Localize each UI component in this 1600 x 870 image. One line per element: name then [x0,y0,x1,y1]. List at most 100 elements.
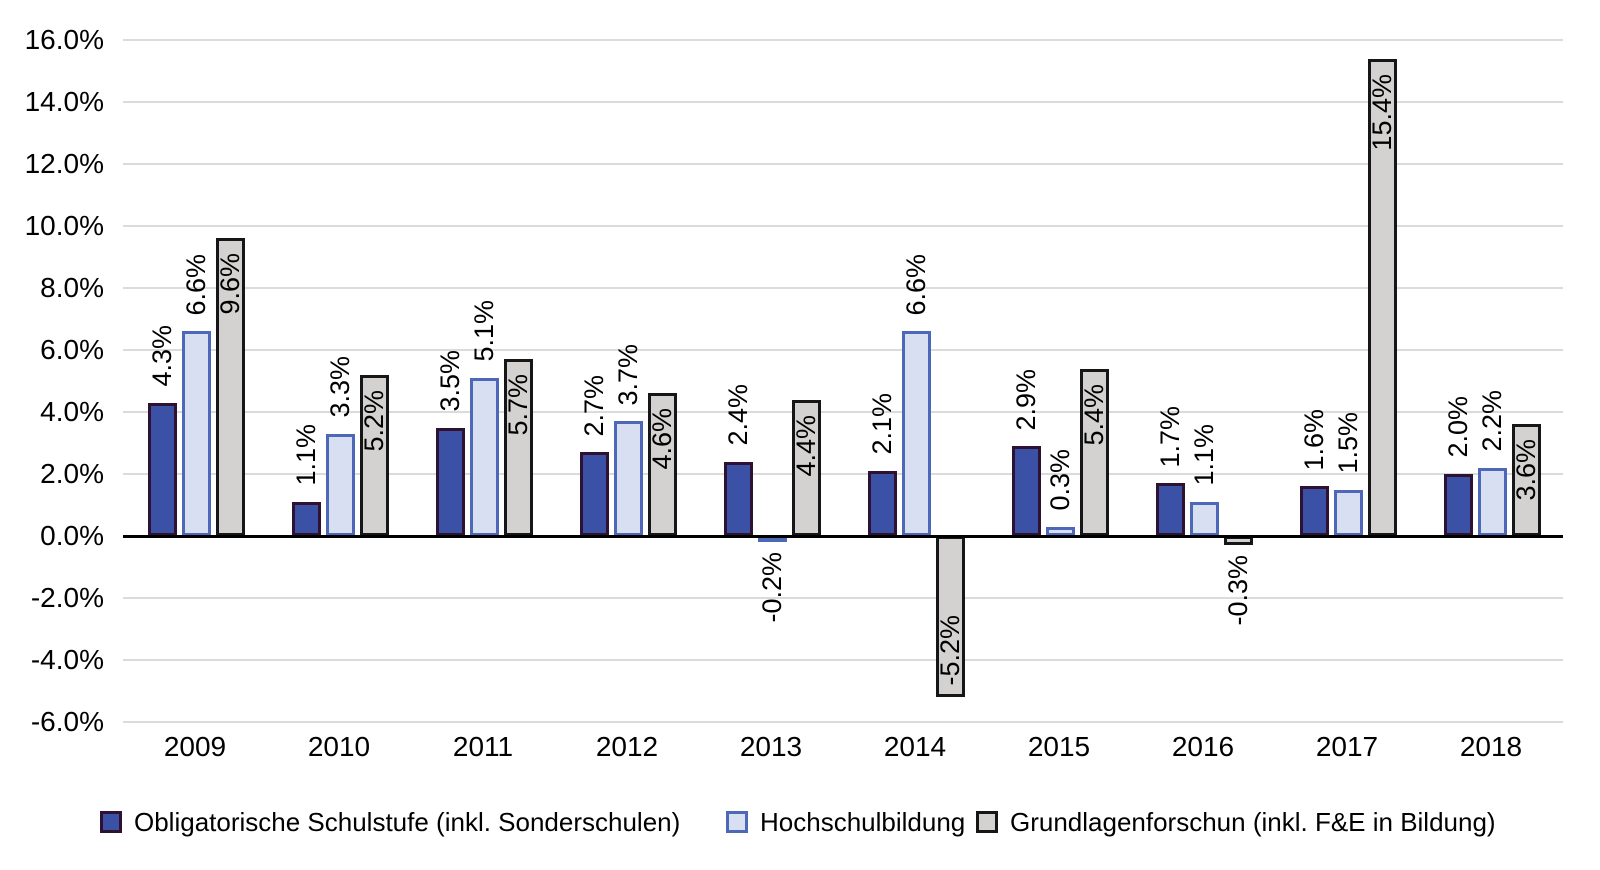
legend-swatch-grundlagenforschung [976,811,998,833]
value-label-2015-series1: 0.3% [1045,449,1075,511]
gridline [123,163,1563,165]
x-tick-label: 2011 [452,731,514,762]
value-label-2010-series2: 5.2% [359,389,389,452]
bar-2015-series1 [1046,526,1075,536]
bar-2014-series2 [936,536,965,698]
bar-2009-series2 [216,238,245,536]
x-axis-line [123,535,1563,538]
y-tick-label: 8.0% [40,272,104,303]
value-label-2017-series0: 1.6% [1299,408,1329,471]
legend-swatch-obligatorische-schulstufe [100,811,122,833]
value-label-2010-series1: 3.3% [325,356,355,418]
value-label-2018-series0: 2.0% [1443,396,1473,458]
bar-2015-series2 [1080,368,1109,536]
bar-2011-series2 [504,359,533,536]
y-tick-label: -4.0% [30,644,104,675]
bar-2012-series0 [580,452,609,536]
y-tick-label: 16.0% [24,24,104,55]
bar-2012-series2 [648,393,677,536]
legend-item-hochschulbildung: Hochschulbildung [726,804,965,840]
y-tick-label: 0.0% [40,520,104,551]
bar-2015-series0 [1012,446,1041,536]
bar-2018-series1 [1478,467,1507,536]
gridline [123,101,1563,103]
x-tick-label: 2014 [883,731,947,762]
value-label-2014-series1: 6.6% [901,253,931,316]
gridline [123,597,1563,599]
value-label-2013-series1: -0.2% [757,552,787,623]
value-label-2012-series1: 3.7% [613,343,643,406]
value-label-2011-series1: 5.1% [469,300,499,362]
x-tick-label: 2009 [163,731,227,762]
legend-label-obligatorische-schulstufe: Obligatorische Schulstufe (inkl. Sonders… [134,806,681,837]
bar-2013-series2 [792,399,821,536]
bar-2009-series1 [182,331,211,536]
y-tick-label: 12.0% [24,148,104,179]
value-label-2010-series0: 1.1% [291,424,321,486]
bar-2017-series0 [1300,486,1329,536]
gridline [123,287,1563,289]
legend-label-grundlagenforschung: Grundlagenforschun (inkl. F&E in Bildung… [1010,806,1496,837]
bar-2010-series1 [326,433,355,536]
y-tick-label: 2.0% [40,458,104,489]
gridline [123,225,1563,227]
bar-2011-series0 [436,427,465,536]
plot-area: 4.3% 6.6% 9.6% 1.1% 3.3% 5.2% 3.5% 5.1% 5.7% 2.7%… [123,39,1563,723]
x-tick-label: 2018 [1459,731,1523,762]
value-label-2013-series0: 2.4% [723,384,753,446]
value-label-2011-series2: 5.7% [503,374,533,436]
bar-2011-series1 [470,377,499,536]
gridline [123,659,1563,661]
x-axis: 2009 2010 2011 2012 2013 2014 2015 2016 2017 2018 [123,730,1563,770]
bar-2017-series1 [1334,489,1363,536]
y-tick-label: 6.0% [40,334,104,365]
gridline [123,473,1563,475]
y-tick-label: 4.0% [40,396,104,427]
value-label-2011-series0: 3.5% [435,349,465,412]
bar-2013-series0 [724,461,753,536]
value-label-2012-series2: 4.6% [647,408,677,470]
gridline [123,349,1563,351]
legend-swatch-hochschulbildung [726,811,748,833]
value-label-2017-series1: 1.5% [1333,411,1363,474]
bar-2016-series0 [1156,483,1185,536]
legend-item-grundlagenforschung: Grundlagenforschun (inkl. F&E in Bildung… [976,804,1496,840]
value-label-2014-series2: -5.2% [935,614,965,686]
y-tick-label: 14.0% [24,86,104,117]
gridline [123,721,1563,723]
value-label-2013-series2: 4.4% [791,414,821,477]
bar-2010-series2 [360,374,389,536]
value-label-2016-series0: 1.7% [1155,405,1185,468]
value-label-2018-series2: 3.6% [1511,439,1541,501]
bar-2012-series1 [614,421,643,536]
y-tick-label: -6.0% [30,706,104,737]
bar-2017-series2 [1368,58,1397,536]
bar-2010-series0 [292,501,321,536]
x-tick-label: 2015 [1027,731,1091,762]
value-label-2018-series1: 2.2% [1477,390,1507,452]
value-label-2016-series2: -0.3% [1223,555,1253,626]
bar-2009-series0 [148,402,177,536]
x-tick-label: 2010 [307,731,371,762]
y-tick-label: -2.0% [30,582,104,613]
x-tick-label: 2012 [595,731,659,762]
y-axis: 16.0% 14.0% 12.0% 10.0% 8.0% 6.0% 4.0% 2.0% 0.0%… [0,0,104,870]
x-tick-label: 2016 [1171,731,1235,762]
y-tick-label: 10.0% [24,210,104,241]
value-label-2009-series1: 6.6% [181,253,211,316]
value-label-2012-series0: 2.7% [579,374,609,437]
legend-item-obligatorische-schulstufe: Obligatorische Schulstufe (inkl. Sonders… [100,804,680,840]
value-label-2015-series0: 2.9% [1011,368,1041,431]
bar-2018-series2 [1512,424,1541,536]
value-label-2009-series2: 9.6% [215,253,245,315]
value-label-2016-series1: 1.1% [1189,424,1219,486]
gridline [123,39,1563,41]
x-tick-label: 2013 [739,731,803,762]
legend-label-hochschulbildung: Hochschulbildung [760,806,966,837]
value-label-2015-series2: 5.4% [1079,383,1109,446]
bar-2016-series1 [1190,501,1219,536]
value-label-2017-series2: 15.4% [1367,73,1397,151]
x-tick-label: 2017 [1315,731,1379,762]
bar-2018-series0 [1444,474,1473,536]
